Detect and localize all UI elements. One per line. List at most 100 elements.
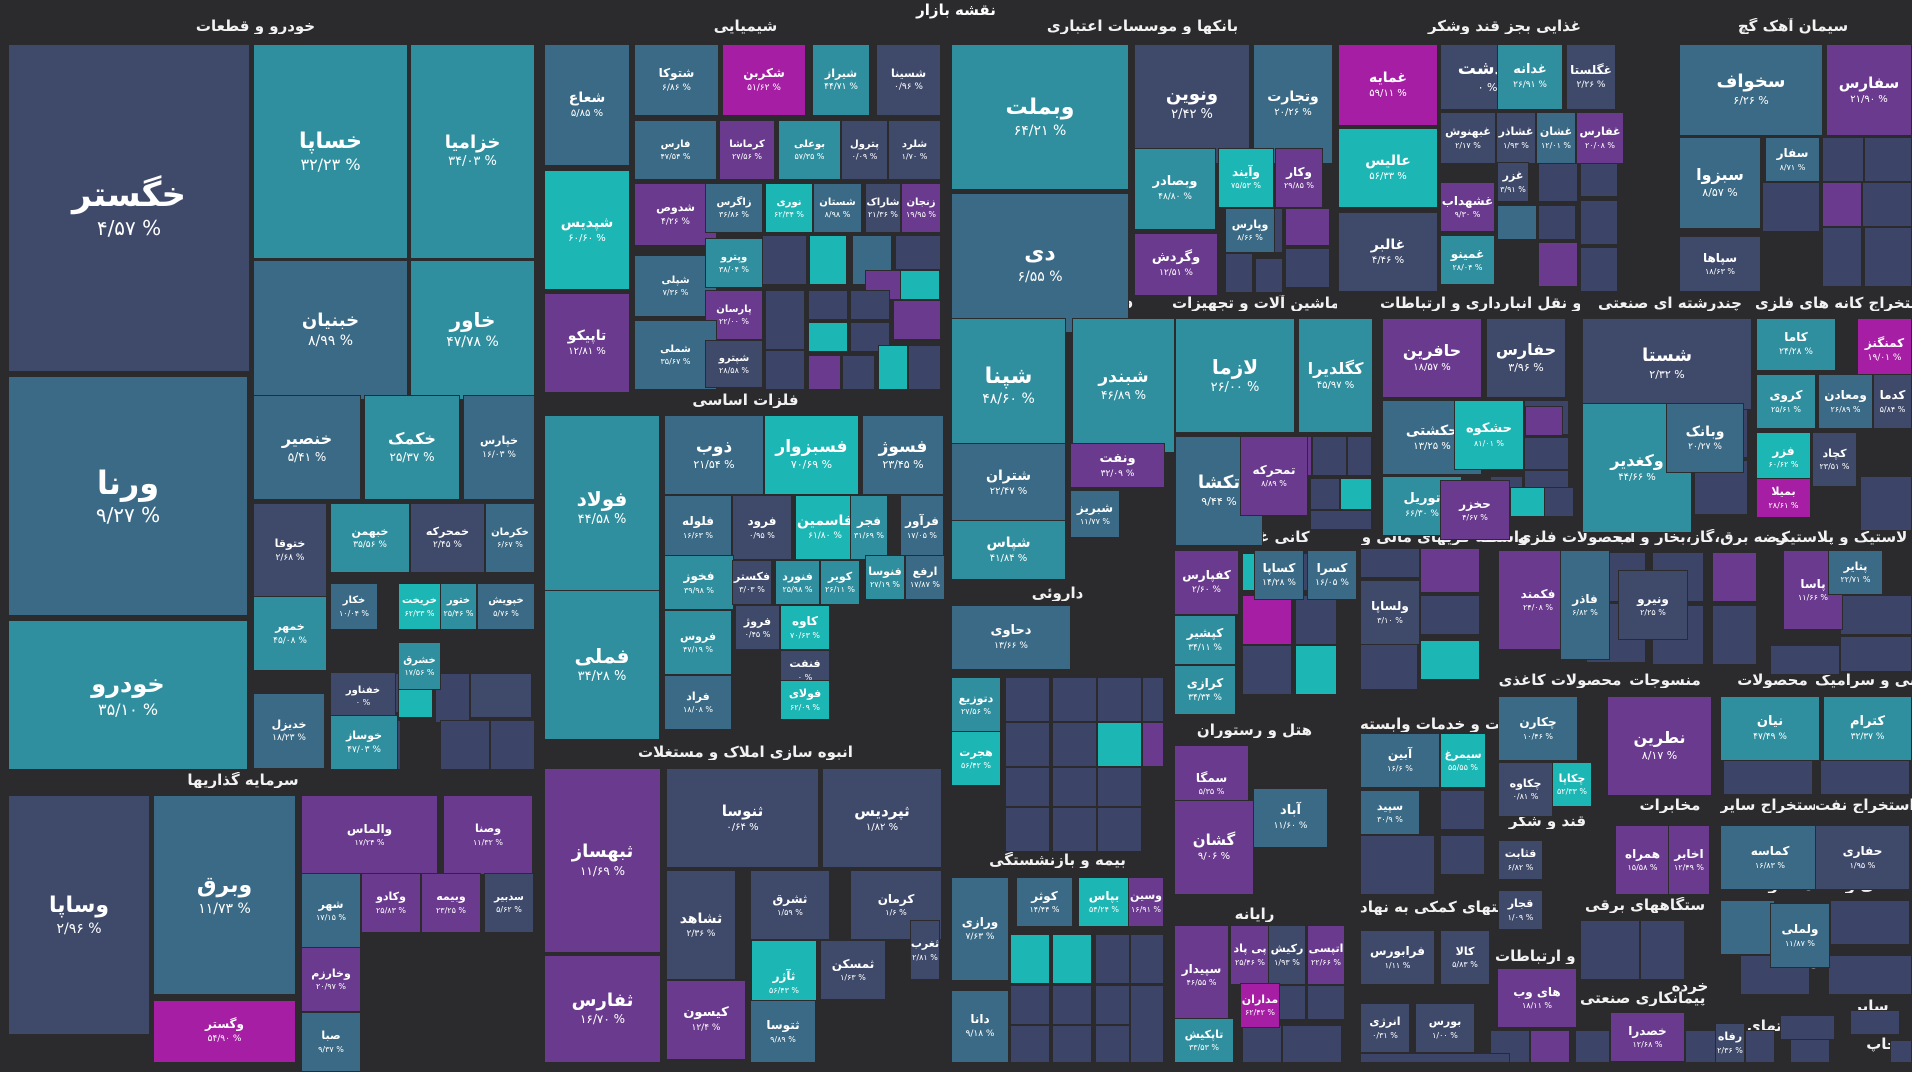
stock-cell-unlabeled[interactable] xyxy=(1340,478,1372,510)
stock-cell[interactable]: ثبهساز ۱۱/۶۹ % xyxy=(544,768,661,953)
stock-cell[interactable]: کیسون ۱۲/۴ % xyxy=(666,980,746,1060)
stock-cell[interactable]: خریخت ۶۲/۳۳ % xyxy=(398,583,441,630)
stock-cell[interactable]: تاپیکو ۱۲/۸۱ % xyxy=(544,293,630,393)
stock-cell[interactable]: پتایر ۲۲/۷۱ % xyxy=(1828,550,1883,595)
stock-cell-unlabeled[interactable] xyxy=(1580,162,1618,197)
stock-cell[interactable]: ثغرب ۲/۸۱ % xyxy=(910,920,940,980)
stock-cell[interactable]: فسوژ ۲۳/۴۵ % xyxy=(862,415,944,495)
stock-cell[interactable]: نطرین ۸/۱۷ % xyxy=(1607,696,1712,796)
stock-cell[interactable]: شدوص ۴/۲۶ % xyxy=(634,183,717,246)
stock-cell-unlabeled[interactable] xyxy=(1864,227,1912,287)
stock-cell[interactable]: همراه ۱۵/۵۸ % xyxy=(1615,825,1670,895)
stock-cell[interactable]: کماسه ۱۶/۸۳ % xyxy=(1720,825,1820,890)
stock-cell[interactable]: کاما ۲۴/۲۸ % xyxy=(1756,318,1836,371)
stock-cell[interactable]: غگلستا ۲/۲۶ % xyxy=(1566,44,1616,110)
stock-cell[interactable]: وآیند ۷۵/۵۳ % xyxy=(1218,148,1274,208)
stock-cell-unlabeled[interactable] xyxy=(1097,677,1142,722)
stock-cell-unlabeled[interactable] xyxy=(1097,722,1142,767)
stock-cell-unlabeled[interactable] xyxy=(1052,722,1097,767)
stock-cell[interactable]: سفار ۸/۷۱ % xyxy=(1765,137,1820,182)
stock-cell[interactable]: وگستر ۵۴/۹۰ % xyxy=(153,1000,296,1063)
stock-cell[interactable]: آبین ۱۶/۶ % xyxy=(1360,733,1440,788)
stock-cell[interactable]: شبندر ۴۶/۸۹ % xyxy=(1072,318,1175,453)
stock-cell[interactable]: لازما ۲۶/۰۰ % xyxy=(1175,318,1295,433)
stock-cell-unlabeled[interactable] xyxy=(1862,182,1912,227)
stock-cell-unlabeled[interactable] xyxy=(1420,548,1480,593)
stock-cell[interactable]: ثپردیس ۱/۸۲ % xyxy=(822,768,942,868)
stock-cell[interactable]: رفاه ۲/۳۶ % xyxy=(1715,1023,1745,1063)
stock-cell[interactable]: فزر ۶۰/۶۲ % xyxy=(1756,432,1811,482)
stock-cell-unlabeled[interactable] xyxy=(1005,677,1050,722)
stock-cell-unlabeled[interactable] xyxy=(1052,807,1097,852)
stock-cell[interactable]: خبنیان ۸/۹۹ % xyxy=(253,260,408,400)
stock-cell-unlabeled[interactable] xyxy=(1822,182,1862,227)
stock-cell-unlabeled[interactable] xyxy=(1762,182,1820,232)
stock-cell-unlabeled[interactable] xyxy=(1130,934,1164,984)
stock-cell-unlabeled[interactable] xyxy=(1360,835,1435,895)
stock-cell-unlabeled[interactable] xyxy=(1307,985,1345,1020)
stock-cell-unlabeled[interactable] xyxy=(490,720,535,770)
stock-cell-unlabeled[interactable] xyxy=(878,345,908,390)
stock-cell[interactable]: خودرو ۳۵/۱۰ % xyxy=(8,620,248,770)
stock-cell[interactable]: ارفع ۱۷/۸۷ % xyxy=(905,555,945,600)
stock-cell[interactable]: وبرق ۱۱/۷۳ % xyxy=(153,795,296,995)
stock-cell-unlabeled[interactable] xyxy=(1840,595,1912,635)
stock-cell[interactable]: کرازی ۳۴/۳۴ % xyxy=(1174,665,1236,715)
stock-cell[interactable]: وگردش ۱۲/۵۱ % xyxy=(1134,233,1218,296)
stock-cell[interactable]: کروی ۲۵/۶۱ % xyxy=(1756,374,1816,429)
stock-cell[interactable]: چکارن ۱۰/۴۶ % xyxy=(1498,696,1578,761)
stock-cell[interactable]: خوساز ۴۷/۰۳ % xyxy=(330,715,398,770)
stock-cell-unlabeled[interactable] xyxy=(842,355,875,390)
stock-cell[interactable]: وپترو ۳۸/۰۴ % xyxy=(705,238,763,288)
stock-cell-unlabeled[interactable] xyxy=(1295,595,1337,645)
stock-cell-unlabeled[interactable] xyxy=(1830,900,1910,945)
stock-cell[interactable]: دحاوی ۱۳/۶۶ % xyxy=(951,605,1071,670)
stock-cell[interactable]: گشان ۹/۰۶ % xyxy=(1174,800,1254,895)
stock-cell[interactable]: غشان ۱۲/۰۱ % xyxy=(1536,112,1576,164)
stock-cell[interactable]: شتوکا ۶/۸۶ % xyxy=(634,44,719,116)
stock-cell-unlabeled[interactable] xyxy=(1052,934,1092,984)
stock-cell[interactable]: غشاذر ۱/۹۳ % xyxy=(1496,112,1536,164)
stock-cell[interactable]: فنوسا ۲۷/۱۹ % xyxy=(865,555,905,600)
stock-cell[interactable]: بورس ۱/۰۰ % xyxy=(1415,1003,1475,1053)
stock-cell-unlabeled[interactable] xyxy=(1310,510,1372,530)
stock-cell-unlabeled[interactable] xyxy=(1538,162,1578,202)
stock-cell[interactable]: خمهر ۴۵/۰۸ % xyxy=(253,596,327,671)
stock-cell[interactable]: وکادو ۲۵/۸۳ % xyxy=(361,873,421,933)
stock-cell-unlabeled[interactable] xyxy=(1347,436,1372,476)
stock-cell[interactable]: کپشیر ۳۴/۱۱ % xyxy=(1174,615,1236,665)
stock-cell[interactable]: فکستر ۳/۰۳ % xyxy=(732,560,772,605)
stock-cell[interactable]: فرابورس ۱/۱۱ % xyxy=(1360,930,1435,985)
stock-cell[interactable]: شپلی ۷/۳۶ % xyxy=(634,255,717,317)
stock-cell-unlabeled[interactable] xyxy=(850,322,890,352)
stock-cell[interactable]: ونفت ۳۲/۰۹ % xyxy=(1070,443,1165,488)
stock-cell[interactable]: دی ۶/۵۵ % xyxy=(951,193,1129,333)
stock-cell[interactable]: ونیرو ۲/۲۵ % xyxy=(1618,570,1688,640)
stock-cell[interactable]: فنورد ۲۵/۹۸ % xyxy=(775,560,820,605)
stock-cell-unlabeled[interactable] xyxy=(908,345,941,390)
stock-cell[interactable]: سپاها ۱۸/۶۳ % xyxy=(1679,236,1761,292)
stock-cell[interactable]: فولاد ۴۴/۵۸ % xyxy=(544,415,660,600)
stock-cell-unlabeled[interactable] xyxy=(1544,487,1574,517)
stock-cell-unlabeled[interactable] xyxy=(1745,1030,1775,1063)
stock-cell[interactable]: خکمک ۲۵/۳۷ % xyxy=(364,395,460,500)
stock-cell-unlabeled[interactable] xyxy=(440,720,490,770)
stock-cell[interactable]: وبیمه ۲۳/۲۵ % xyxy=(421,873,481,933)
stock-cell-unlabeled[interactable] xyxy=(1640,920,1685,980)
stock-cell[interactable]: وتجارت ۲۰/۲۶ % xyxy=(1253,44,1333,164)
stock-cell[interactable]: حفارس ۳/۹۶ % xyxy=(1486,318,1566,398)
stock-cell-unlabeled[interactable] xyxy=(1142,677,1164,722)
stock-cell-unlabeled[interactable] xyxy=(1142,722,1164,767)
stock-cell[interactable]: غزر ۳/۹۱ % xyxy=(1497,162,1529,202)
stock-cell[interactable]: دتوزیع ۲۷/۵۶ % xyxy=(951,677,1001,732)
stock-cell[interactable]: کفپارس ۲/۶۰ % xyxy=(1174,550,1239,615)
stock-cell-unlabeled[interactable] xyxy=(1052,677,1097,722)
stock-cell-unlabeled[interactable] xyxy=(895,235,941,270)
stock-cell[interactable]: فجر ۳۱/۶۹ % xyxy=(850,495,888,560)
stock-cell[interactable]: کاوه ۷۰/۶۳ % xyxy=(780,605,830,650)
stock-cell-unlabeled[interactable] xyxy=(1010,985,1050,1025)
stock-cell[interactable]: خکرمان ۶/۶۷ % xyxy=(485,503,535,573)
stock-cell-unlabeled[interactable] xyxy=(1242,1025,1282,1063)
stock-cell[interactable]: زنجان ۱۹/۹۵ % xyxy=(901,183,941,233)
stock-cell-unlabeled[interactable] xyxy=(1712,605,1757,665)
